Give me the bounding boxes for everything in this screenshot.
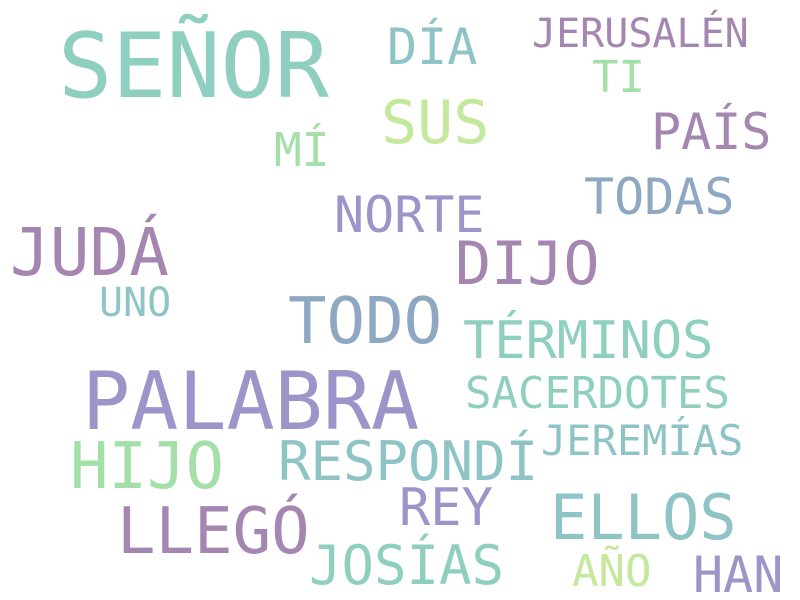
word-juda: JUDÁ [10, 214, 169, 291]
word-rey: REY [399, 478, 493, 538]
word-todas: TODAS [584, 168, 735, 226]
word-jerusalen: JERUSALÉN [532, 11, 749, 57]
word-han: HAN [693, 546, 784, 600]
word-llego: LLEGÓ [117, 495, 310, 569]
word-sus: SUS [381, 88, 490, 158]
word-senor: SEÑOR [58, 14, 329, 119]
word-josias: JOSÍAS [309, 534, 505, 597]
word-dijo: DIJO [455, 229, 600, 299]
word-hijo: HIJO [70, 430, 225, 504]
word-palabra: PALABRA [82, 355, 420, 448]
word-sacerdotes: SACERDOTES [465, 368, 730, 419]
word-ellos: ELLOS [550, 481, 737, 554]
word-ti: TI [592, 52, 645, 103]
word-mi: MÍ [274, 123, 330, 177]
word-dia: DÍA [387, 18, 478, 76]
word-respondi: RESPONDÍ [278, 430, 539, 493]
word-terminos: TÉRMINOS [463, 311, 714, 371]
word-pais: PAÍS [651, 103, 772, 161]
word-norte: NORTE [334, 186, 485, 244]
word-todo: TODO [288, 285, 443, 359]
word-jeremias: JEREMÍAS [541, 416, 744, 465]
word-ano: AÑO [572, 546, 652, 597]
word-uno: UNO [99, 280, 172, 326]
